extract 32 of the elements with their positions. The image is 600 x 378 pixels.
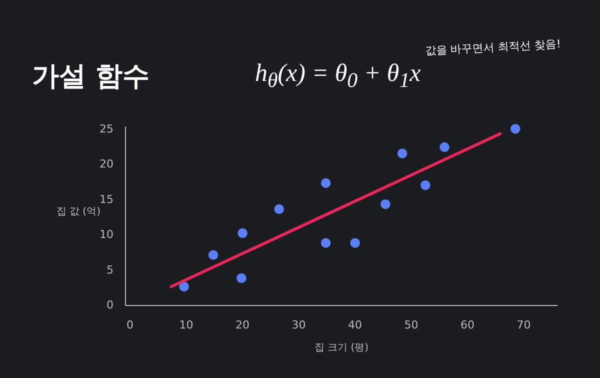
y-tick-label: 10 bbox=[100, 228, 114, 242]
point bbox=[236, 273, 246, 284]
x-tick-label: 40 bbox=[348, 318, 362, 332]
point bbox=[238, 228, 248, 238]
y-tick-label: 15 bbox=[100, 192, 114, 206]
y-tick-label: 25 bbox=[100, 122, 114, 136]
point bbox=[274, 204, 284, 214]
x-tick-label: 60 bbox=[460, 318, 474, 332]
y-axis-title: 집 값 (억) bbox=[56, 206, 101, 218]
x-axis-title: 집 크기 (평) bbox=[314, 342, 369, 354]
point bbox=[320, 178, 331, 188]
x-tick-label: 50 bbox=[404, 318, 418, 332]
point bbox=[397, 148, 408, 158]
text: 값을 바꾸면서 최적선 찾음! bbox=[424, 36, 562, 59]
point bbox=[208, 250, 218, 260]
point bbox=[380, 199, 390, 210]
y-tick-label: 0 bbox=[106, 298, 114, 312]
x-tick-label: 30 bbox=[292, 318, 306, 332]
x-tick-label: 10 bbox=[179, 318, 194, 332]
point bbox=[420, 180, 430, 190]
y-tick-label: 5 bbox=[106, 263, 114, 276]
point bbox=[320, 238, 331, 248]
point bbox=[440, 142, 450, 152]
point bbox=[179, 282, 189, 292]
x-tick-label: 70 bbox=[516, 318, 531, 332]
point bbox=[510, 124, 520, 134]
x-tick-label: 0 bbox=[126, 318, 134, 332]
y-tick-label: 20 bbox=[100, 158, 114, 171]
chart-title: 가설 함수 bbox=[32, 60, 150, 94]
point bbox=[350, 238, 360, 248]
x-tick-label: 20 bbox=[236, 318, 250, 332]
chart-subtitle: h$_{θ}$(x) = θ$_{0}$ + θ$_{1}$x bbox=[255, 60, 421, 93]
